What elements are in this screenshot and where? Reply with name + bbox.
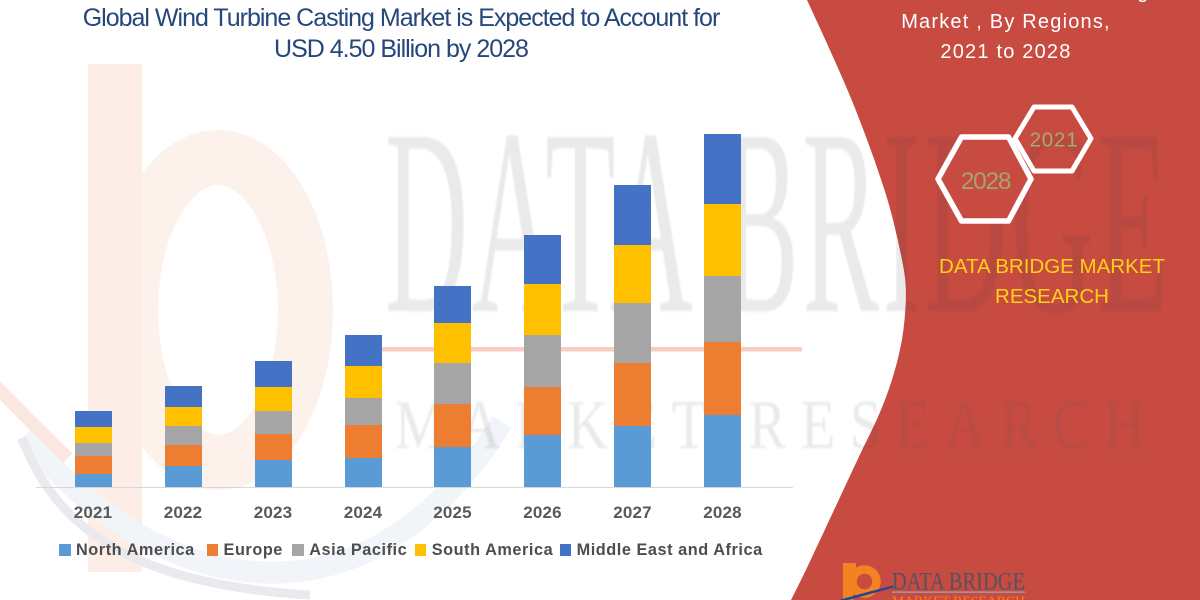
- svg-text:MARKET RESEARCH: MARKET RESEARCH: [892, 594, 1025, 600]
- svg-text:2021: 2021: [1030, 129, 1079, 152]
- svg-text:DATA BRIDGE: DATA BRIDGE: [892, 568, 1025, 595]
- svg-text:2028: 2028: [961, 168, 1011, 195]
